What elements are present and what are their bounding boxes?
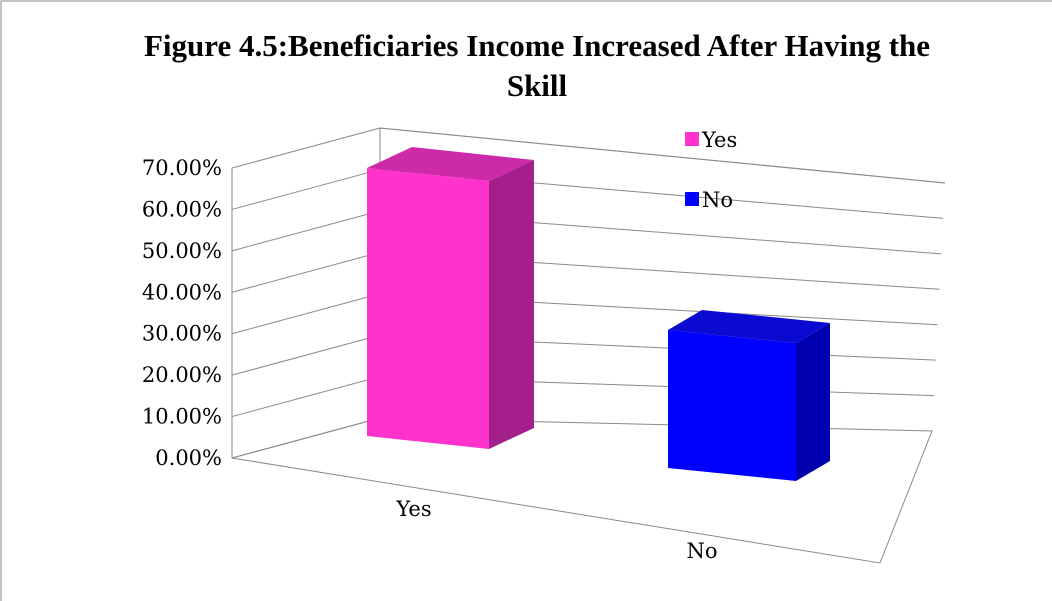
y-axis-ticks: 0.00% 10.00% 20.00% 30.00% 40.00% 50.00% 60.00… bbox=[142, 156, 222, 470]
y-tick-label: 20.00% bbox=[142, 363, 222, 387]
gridline-left-4 bbox=[231, 251, 381, 293]
legend: Yes No bbox=[685, 128, 737, 212]
left-wall bbox=[231, 128, 381, 458]
bar-yes-top bbox=[367, 147, 534, 182]
bars bbox=[367, 147, 830, 481]
legend-label-no: No bbox=[702, 188, 733, 212]
chart-title-line-2: Skill bbox=[507, 68, 568, 103]
legend-swatch-no bbox=[685, 192, 699, 206]
legend-swatch-yes bbox=[685, 132, 699, 146]
chart-title-line-1: Figure 4.5:Beneficiaries Income Increase… bbox=[144, 28, 930, 63]
bar-no-top bbox=[668, 309, 830, 343]
gridline-left-5 bbox=[231, 210, 381, 252]
y-tick-label: 70.00% bbox=[142, 156, 222, 180]
gridline-left-2 bbox=[231, 334, 381, 376]
y-tick-label: 40.00% bbox=[142, 280, 222, 304]
y-tick-label: 30.00% bbox=[142, 322, 222, 346]
gridlines bbox=[231, 127, 946, 459]
x-tick-label-no: No bbox=[686, 539, 717, 563]
bar-yes-front bbox=[367, 168, 489, 450]
gridline-left-1 bbox=[231, 376, 381, 418]
x-tick-label-yes: Yes bbox=[395, 497, 431, 521]
gridline-left-3 bbox=[231, 293, 381, 335]
bar-no-side bbox=[796, 322, 830, 481]
gridline-back-7 bbox=[379, 127, 946, 184]
legend-label-yes: Yes bbox=[701, 128, 737, 152]
y-tick-label: 50.00% bbox=[142, 239, 222, 263]
bar-no-front bbox=[668, 329, 796, 481]
y-tick-label: 60.00% bbox=[142, 197, 222, 221]
gridline-left-6 bbox=[231, 168, 381, 210]
bar-yes-side bbox=[489, 160, 534, 450]
x-axis-labels: Yes No bbox=[395, 497, 717, 563]
y-tick-label: 10.00% bbox=[142, 405, 222, 429]
chart-floor bbox=[231, 417, 933, 564]
y-tick-label: 0.00% bbox=[155, 446, 222, 470]
gridline-left-7 bbox=[231, 127, 381, 169]
